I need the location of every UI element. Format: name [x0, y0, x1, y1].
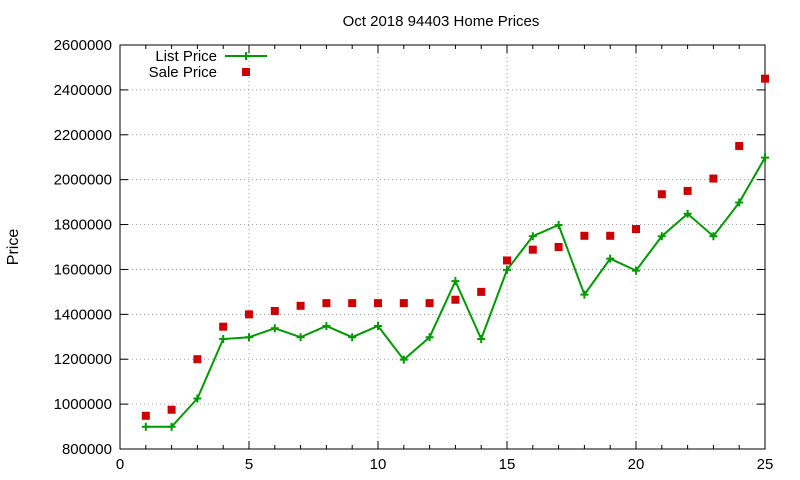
list-price-point [425, 333, 434, 342]
list-price-point [709, 232, 718, 241]
legend-label-list-price: List Price [155, 48, 217, 65]
sale-price-point [141, 411, 150, 420]
x-tick-label: 10 [370, 456, 387, 473]
y-tick-label: 1200000 [54, 351, 112, 368]
list-price-point [270, 324, 279, 333]
sale-price-point [425, 299, 434, 308]
list-price-point [657, 232, 666, 241]
list-price-point [219, 335, 228, 344]
list-price-point [683, 209, 692, 218]
y-tick-label: 800000 [62, 441, 112, 458]
sale-price-point [632, 225, 640, 234]
sale-price-point [399, 299, 408, 308]
list-price-point [632, 266, 640, 275]
list-price-point [193, 394, 202, 403]
list-price-point [528, 232, 537, 241]
y-tick-label: 2600000 [54, 37, 112, 54]
sale-price-point [580, 231, 589, 240]
sale-price-point [374, 299, 382, 308]
sale-price-point [528, 245, 537, 254]
y-axis-label: Price [5, 229, 22, 266]
legend-square-marker [242, 68, 250, 76]
x-tick-label: 5 [245, 456, 253, 473]
sale-price-point [554, 243, 563, 251]
axis-ticks: 0 5 10 15 20 25 800000 1000000 1200000 1400000 160… [54, 37, 774, 473]
legend-swatch-list-price [225, 52, 267, 60]
sale-price-point [245, 310, 253, 319]
list-price-line [145, 157, 766, 428]
legend-swatch-sale-price [242, 68, 250, 76]
list-price-point [245, 333, 253, 342]
y-tick-label: 1600000 [54, 261, 112, 278]
y-tick-label: 2400000 [54, 82, 112, 99]
series [141, 74, 769, 431]
chart-title: Oct 2018 94403 Home Prices [343, 13, 540, 30]
sale-price-point [270, 306, 279, 315]
list-price-point [580, 290, 589, 299]
sale-price-point [683, 186, 692, 195]
x-tick-label: 0 [116, 456, 124, 473]
sale-price-point [219, 322, 228, 331]
plot-border [119, 44, 766, 450]
y-tick-label: 2200000 [54, 127, 112, 144]
sale-price-point [167, 405, 176, 414]
list-price-point [399, 355, 408, 364]
legend-plus-marker [242, 52, 250, 60]
sale-price-point [606, 231, 615, 240]
sale-price-point [709, 174, 718, 183]
y-tick-label: 1000000 [54, 396, 112, 413]
x-tick-label: 25 [757, 456, 774, 473]
list-price-point [735, 198, 744, 207]
list-price-point [322, 322, 331, 331]
y-tick-label: 2000000 [54, 172, 112, 189]
x-tick-label: 15 [499, 456, 516, 473]
sale-price-point [193, 355, 202, 364]
sale-price-point [348, 299, 357, 308]
list-price-point [374, 322, 382, 331]
sale-price-point [735, 142, 744, 150]
list-price-point [554, 221, 563, 230]
list-price-point [348, 333, 357, 342]
list-price-point [167, 422, 176, 431]
sale-price-point [296, 301, 305, 310]
list-price-point [503, 265, 511, 274]
sale-price-point [451, 295, 460, 304]
list-price-point [451, 277, 460, 286]
legend: List Price Sale Price [149, 48, 267, 81]
list-price-point [296, 333, 305, 342]
list-price-point [606, 254, 615, 263]
sale-price-point [503, 256, 511, 265]
list-price-point [761, 153, 769, 162]
x-tick-label: 20 [628, 456, 645, 473]
sale-price-point [657, 190, 666, 199]
list-price-point [141, 422, 150, 431]
sale-price-point [322, 299, 331, 308]
sale-price-point [761, 74, 769, 83]
sale-price-point [477, 287, 486, 296]
grid [120, 45, 765, 449]
y-tick-label: 1800000 [54, 217, 112, 234]
list-price-point [477, 335, 486, 344]
legend-label-sale-price: Sale Price [149, 64, 217, 81]
y-tick-label: 1400000 [54, 306, 112, 323]
